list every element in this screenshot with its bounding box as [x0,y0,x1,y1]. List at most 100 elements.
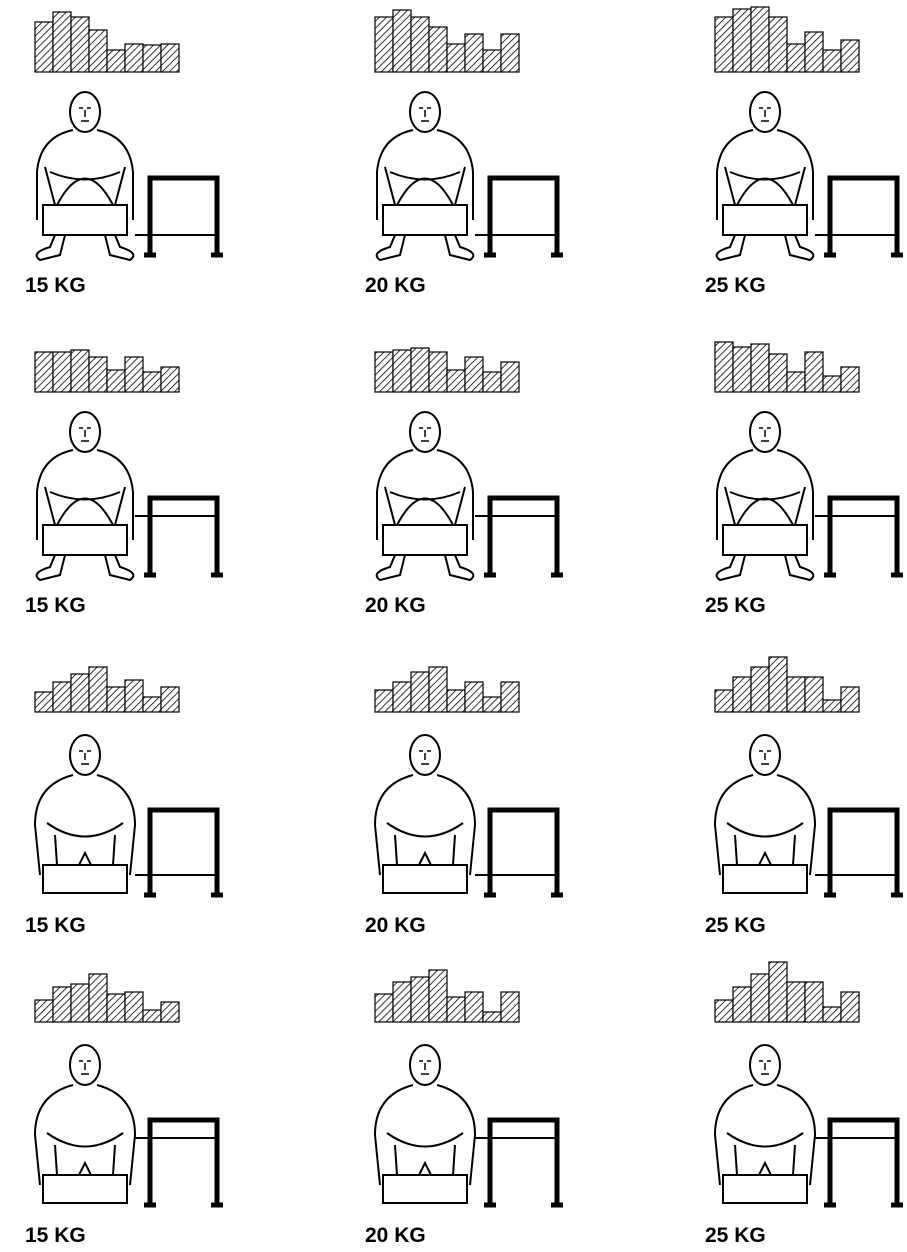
face [419,750,431,765]
bar [106,993,126,1023]
person [713,734,817,894]
face [79,750,91,765]
bar [786,981,806,1023]
body [715,449,815,582]
bar [392,9,412,73]
box [722,524,808,556]
bar [428,351,448,393]
person [373,1044,477,1204]
bar [822,375,842,393]
bar [786,43,806,73]
bar [124,43,144,73]
bar [786,676,806,713]
box [42,204,128,236]
bar [374,16,394,73]
bar [410,671,430,713]
bar [428,969,448,1023]
bar [464,991,484,1023]
gate [147,495,220,575]
face [759,107,771,122]
panel: 20 KG [365,347,563,617]
bar [732,346,752,393]
bar [374,993,394,1023]
panel: 20 KG [365,9,563,297]
face [419,1060,431,1075]
weight-label: 20 KG [365,1224,426,1247]
body [713,1084,817,1186]
weight-label: 15 KG [25,914,86,937]
bar [804,31,824,73]
bar [142,696,162,713]
body [375,449,475,582]
person [715,411,815,582]
bar [392,981,412,1023]
person [713,1044,817,1204]
bar [428,666,448,713]
bar [786,371,806,393]
face [79,1060,91,1075]
bar [428,26,448,73]
bar [106,49,126,73]
bar [750,6,770,73]
bar [392,681,412,713]
panel: 25 KG [705,6,903,297]
bar [88,29,108,73]
bar [768,353,788,393]
bar [804,981,824,1023]
box [382,864,468,894]
bar [482,371,502,393]
bar [804,676,824,713]
bar [446,369,466,393]
person [375,91,475,262]
bar [88,356,108,393]
box [722,864,808,894]
bar [374,689,394,713]
bar [124,356,144,393]
bar [732,676,752,713]
bar [446,689,466,713]
bar [822,1006,842,1023]
bar [124,991,144,1023]
bar [34,351,54,393]
bar [70,673,90,713]
gate [487,495,560,575]
panel: 15 KG [25,973,223,1247]
bar [446,996,466,1023]
bar [70,16,90,73]
person [35,91,135,262]
weight-label: 20 KG [365,274,426,297]
bar [804,351,824,393]
gate [487,807,560,895]
bar [500,681,520,713]
weight-label: 15 KG [25,1224,86,1247]
bar [750,343,770,393]
box [42,1174,128,1204]
bar [34,21,54,73]
person [35,411,135,582]
bar [70,983,90,1023]
bar [410,976,430,1023]
panel: 15 KG [25,11,223,297]
body [713,774,817,876]
box [382,1174,468,1204]
person [33,734,137,894]
bar [392,349,412,393]
panel: 15 KG [25,349,223,617]
bar [464,356,484,393]
weight-label: 20 KG [365,914,426,937]
person [715,91,815,262]
bar [410,347,430,393]
bar [464,681,484,713]
weight-label: 15 KG [25,274,86,297]
bar [732,8,752,73]
box [722,204,808,236]
bar [500,361,520,393]
panel: 25 KG [705,341,903,617]
bar [142,44,162,73]
weight-label: 20 KG [365,594,426,617]
gate [147,1117,220,1205]
bar [374,351,394,393]
bar [160,686,180,713]
bar [34,691,54,713]
person [375,411,475,582]
